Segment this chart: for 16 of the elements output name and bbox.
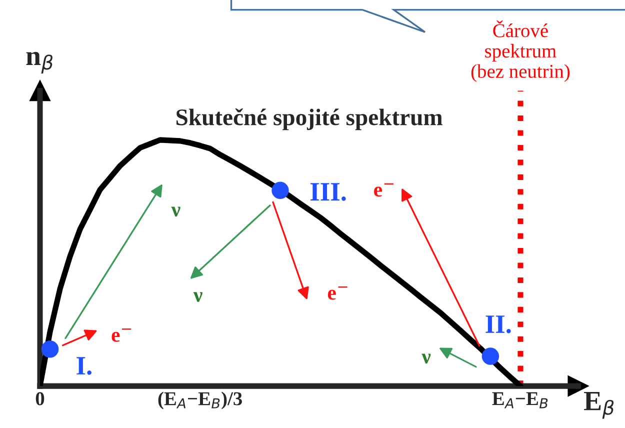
x-tick-label: 0 [36,392,44,406]
x-axis-title: E$_{β}$ [584,392,614,419]
chart-title: Skutečné spojité spektrum [176,108,442,130]
x-tick-label: (E$_{A}$−E$_{B}$)/3 [158,392,242,410]
annotation: ν [422,354,431,364]
annotation: II. [486,316,511,334]
annotation: I. [76,357,92,375]
annotation: e$^{−}$ [328,286,348,300]
annotation: ν [193,292,202,302]
x-tick-label: E$_{A}$−E$_{B}$ [492,392,548,408]
annotation: ν [171,206,180,217]
ref-line-label: Čárové spektrum (bez neutrin) [471,20,570,82]
annotation: e$^{−}$ [112,328,132,342]
annotation: III. [310,183,346,201]
y-axis-title: n$_{β}$ [26,52,52,74]
annotation: e$^{−}$ [374,183,394,197]
